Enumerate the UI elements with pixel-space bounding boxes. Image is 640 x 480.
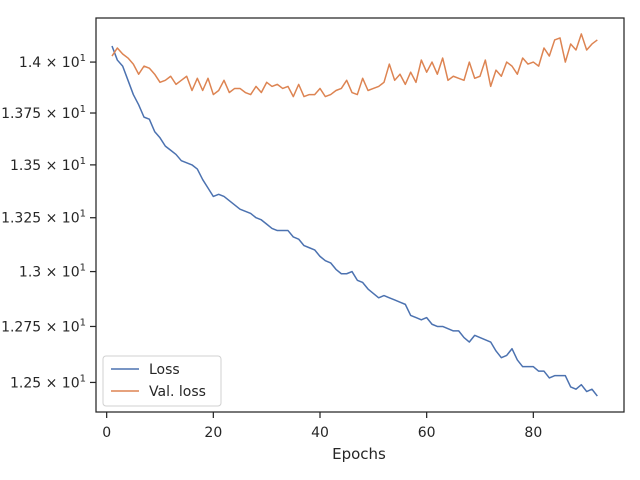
plot-area [95,17,625,413]
y-axis: 1.25 × 101 1.275 × 101 1.3 × 101 1.325 × 10… [1,53,96,391]
y-tick-label: 1.35 × 101 [10,156,86,174]
legend-label: Loss [149,362,180,378]
x-axis-label: Epochs [332,445,386,463]
x-tick-label: 80 [524,425,542,441]
x-tick-label: 20 [204,425,222,441]
y-tick-label: 1.375 × 101 [1,104,86,122]
x-tick-label: 40 [311,425,329,441]
y-tick-label: 1.25 × 101 [10,373,86,391]
series-line-1 [111,33,598,98]
x-axis: 0 20 40 60 80 [102,412,542,441]
y-tick-label: 1.275 × 101 [1,317,86,335]
y-tick-label: 1.3 × 101 [19,263,86,281]
series-line-0 [111,45,598,397]
legend: Loss Val. loss [102,355,222,407]
legend-label: Val. loss [149,384,206,400]
y-tick-label: 1.325 × 101 [1,209,86,227]
x-tick-label: 0 [102,425,111,441]
x-tick-label: 60 [418,425,436,441]
plot-frame [95,17,625,413]
y-tick-label: 1.4 × 101 [19,53,86,71]
